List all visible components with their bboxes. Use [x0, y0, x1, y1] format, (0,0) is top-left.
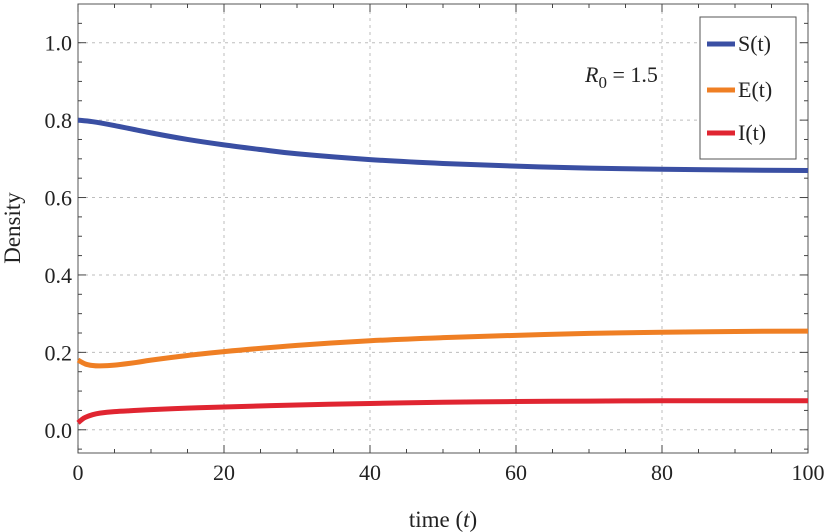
x-tick-label: 0	[73, 460, 84, 485]
y-tick-label: 1.0	[45, 31, 73, 56]
series-line-e	[76, 328, 809, 369]
y-tick-label: 0.4	[45, 263, 73, 288]
grid	[78, 4, 808, 453]
legend-label-s: S(t)	[738, 31, 771, 56]
x-tick-label: 20	[213, 460, 235, 485]
y-axis-label: Density	[0, 192, 25, 264]
y-tick-label: 0.0	[45, 418, 73, 443]
series-line-i	[76, 398, 808, 425]
x-axis-label-main: time	[409, 507, 450, 532]
x-tick-label: 100	[792, 460, 825, 485]
y-tick-label: 0.6	[45, 186, 73, 211]
y-tick-label: 0.8	[45, 108, 73, 133]
r0-subscript: 0	[598, 73, 607, 92]
r0-annotation: R0 = 1.5	[584, 62, 658, 92]
legend: S(t) E(t) I(t)	[699, 16, 797, 160]
plot-frame	[77, 3, 809, 454]
x-tick-label: 40	[359, 460, 381, 485]
r0-value: = 1.5	[607, 62, 658, 87]
x-tick-label: 80	[651, 460, 673, 485]
series-line-s	[77, 117, 809, 173]
x-axis-label-var: t	[463, 507, 470, 532]
x-tick-label: 60	[505, 460, 527, 485]
r0-symbol: R	[584, 62, 599, 87]
series-lines	[76, 117, 809, 425]
legend-label-i: I(t)	[738, 120, 766, 145]
x-axis-label: time (t)	[409, 507, 477, 532]
y-tick-label: 0.2	[45, 340, 73, 365]
legend-label-e: E(t)	[738, 77, 772, 102]
axis-ticks: 0 20 40 60 80 100 0.0 0.2 0.4 0.6 0.8 1.0	[45, 4, 825, 485]
